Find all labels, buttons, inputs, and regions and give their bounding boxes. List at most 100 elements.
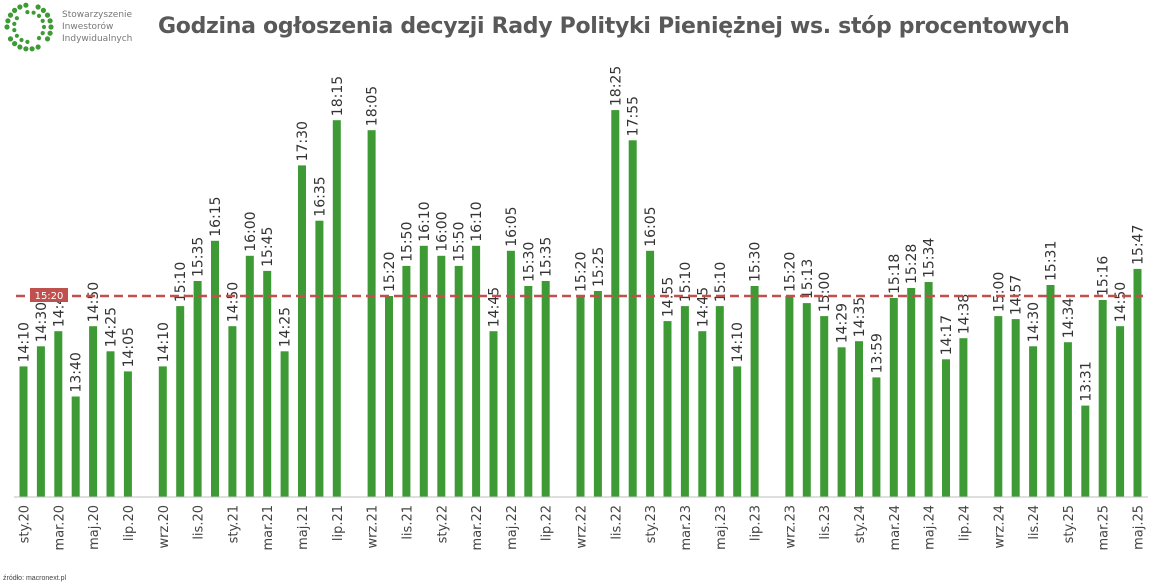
data-label: 15:16 bbox=[1096, 256, 1112, 296]
data-label: 15:35 bbox=[191, 237, 207, 277]
bar bbox=[89, 326, 98, 497]
bar bbox=[611, 110, 620, 497]
bar bbox=[628, 140, 637, 498]
dotted-ring-logo-icon bbox=[4, 2, 54, 52]
logo-line-2: Inwestorów bbox=[62, 22, 114, 32]
data-label: 15:30 bbox=[748, 242, 764, 282]
data-label: 14:17 bbox=[939, 315, 955, 355]
data-label: 15:35 bbox=[539, 237, 555, 277]
bar bbox=[715, 306, 724, 497]
x-tick-label: mar.20 bbox=[52, 505, 67, 550]
data-label: 14:30 bbox=[34, 302, 50, 342]
data-label: 13:40 bbox=[69, 352, 85, 392]
data-label: 14:50 bbox=[225, 282, 241, 322]
data-label: 14:50 bbox=[1113, 282, 1129, 322]
x-tick-label: lip.23 bbox=[749, 505, 764, 541]
data-label: 16:10 bbox=[469, 201, 485, 241]
data-label: 17:30 bbox=[295, 121, 311, 161]
bar bbox=[385, 296, 393, 497]
bar bbox=[994, 316, 1003, 497]
bar bbox=[437, 255, 446, 497]
x-tick-label: maj.25 bbox=[1132, 505, 1147, 550]
bar bbox=[646, 250, 655, 497]
data-label: 15:00 bbox=[817, 272, 833, 312]
data-label: 16:35 bbox=[312, 176, 328, 216]
bar bbox=[1133, 268, 1142, 497]
x-tick-label: sty.23 bbox=[644, 505, 659, 543]
bar bbox=[315, 220, 324, 497]
x-tick-label: sty.21 bbox=[226, 505, 241, 543]
data-label: 15:50 bbox=[452, 222, 468, 262]
bar bbox=[698, 331, 707, 497]
bar bbox=[872, 377, 881, 497]
bar bbox=[472, 245, 481, 497]
bar bbox=[454, 265, 463, 497]
logo-text: Stowarzyszenie Inwestorów Indywidualnych bbox=[62, 9, 132, 45]
data-label: 16:10 bbox=[417, 201, 433, 241]
bar bbox=[36, 346, 45, 497]
x-tick-label: mar.24 bbox=[888, 505, 903, 550]
bar bbox=[71, 396, 80, 497]
bar bbox=[785, 296, 794, 497]
bar bbox=[176, 306, 185, 497]
data-label: 15:10 bbox=[713, 262, 729, 302]
x-tick-label: wrz.21 bbox=[366, 505, 381, 548]
bar bbox=[802, 303, 811, 497]
x-tick-label: lip.24 bbox=[957, 505, 972, 541]
bar bbox=[907, 288, 916, 497]
x-tick-label: lip.22 bbox=[540, 505, 555, 541]
data-label: 15:20 bbox=[782, 252, 798, 292]
data-label: 14:10 bbox=[17, 322, 33, 362]
x-tick-label: sty.20 bbox=[18, 505, 33, 543]
bar bbox=[1029, 346, 1038, 497]
data-label: 14:45 bbox=[487, 287, 503, 327]
x-tick-label: mar.25 bbox=[1097, 505, 1112, 550]
data-label: 15:13 bbox=[800, 259, 816, 299]
reference-label: 15:20 bbox=[35, 291, 64, 302]
bar bbox=[750, 286, 759, 497]
x-tick-label: sty.25 bbox=[1062, 505, 1077, 543]
data-label: 15:31 bbox=[1044, 241, 1060, 281]
data-label: 15:18 bbox=[887, 254, 903, 294]
data-label: 14:50 bbox=[86, 282, 102, 322]
bar bbox=[680, 306, 689, 497]
data-label: 15:20 bbox=[574, 252, 590, 292]
x-tick-label: mar.22 bbox=[470, 505, 485, 550]
data-label: 15:34 bbox=[922, 238, 938, 278]
bar bbox=[1011, 319, 1020, 497]
bar bbox=[193, 281, 202, 497]
x-tick-label: lis.22 bbox=[609, 505, 624, 540]
source-note: źródło: macronext.pl bbox=[3, 575, 67, 582]
data-label: 15:20 bbox=[382, 252, 398, 292]
data-label: 14:29 bbox=[835, 303, 851, 343]
data-label: 18:15 bbox=[330, 76, 346, 116]
bar bbox=[298, 165, 306, 497]
bar bbox=[211, 240, 219, 498]
data-label: 18:25 bbox=[608, 66, 624, 106]
bar bbox=[489, 331, 498, 497]
bar bbox=[19, 366, 28, 497]
data-label: 15:28 bbox=[904, 244, 920, 284]
data-label: 14:35 bbox=[852, 297, 868, 337]
x-tick-label: maj.22 bbox=[505, 505, 520, 550]
x-tick-label: sty.24 bbox=[853, 505, 868, 543]
x-tick-label: lis.21 bbox=[400, 505, 415, 540]
x-tick-label: maj.20 bbox=[87, 505, 102, 550]
x-tick-label: wrz.20 bbox=[157, 505, 172, 548]
chart-title: Godzina ogłoszenia decyzji Rady Polityki… bbox=[158, 14, 1070, 39]
data-label: 16:00 bbox=[434, 211, 450, 251]
bar bbox=[1046, 285, 1055, 497]
bar bbox=[245, 255, 254, 497]
x-tick-label: maj.23 bbox=[714, 505, 729, 550]
x-tick-label: wrz.24 bbox=[992, 505, 1007, 548]
bar bbox=[54, 331, 63, 497]
data-label: 14:30 bbox=[1026, 302, 1042, 342]
data-label: 13:59 bbox=[869, 333, 885, 373]
x-tick-label: maj.24 bbox=[923, 505, 938, 550]
x-tick-label: lis.20 bbox=[192, 505, 207, 540]
logo-line-3: Indywidualnych bbox=[62, 34, 133, 44]
data-label: 15:25 bbox=[591, 247, 607, 287]
bar bbox=[367, 130, 376, 497]
x-tick-label: mar.23 bbox=[679, 505, 694, 550]
bar bbox=[1081, 405, 1090, 497]
